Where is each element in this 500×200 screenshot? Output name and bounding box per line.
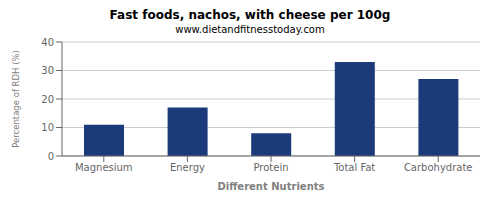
- svg-text:Magnesium: Magnesium: [75, 162, 133, 173]
- html-text:Fast foods, nachos, with chees: Fast foods, nachos, with cheese per 100g: [109, 8, 391, 22]
- svg-text:20: 20: [41, 94, 54, 105]
- svg-text:Total Fat: Total Fat: [333, 162, 375, 173]
- svg-text:Energy: Energy: [170, 162, 205, 173]
- svg-text:Carbohydrate: Carbohydrate: [404, 162, 473, 173]
- html-text:www.dietandfitnesstoday.com: www.dietandfitnesstoday.com: [175, 24, 325, 35]
- svg-text:Different Nutrients: Different Nutrients: [218, 181, 325, 192]
- svg-text:40: 40: [41, 37, 54, 48]
- svg-text:Protein: Protein: [253, 162, 288, 173]
- svg-text:Percentage of RDH (%): Percentage of RDH (%): [11, 50, 21, 148]
- svg-text:30: 30: [41, 65, 54, 76]
- svg-text:10: 10: [41, 122, 54, 133]
- svg-text:0: 0: [48, 151, 54, 162]
